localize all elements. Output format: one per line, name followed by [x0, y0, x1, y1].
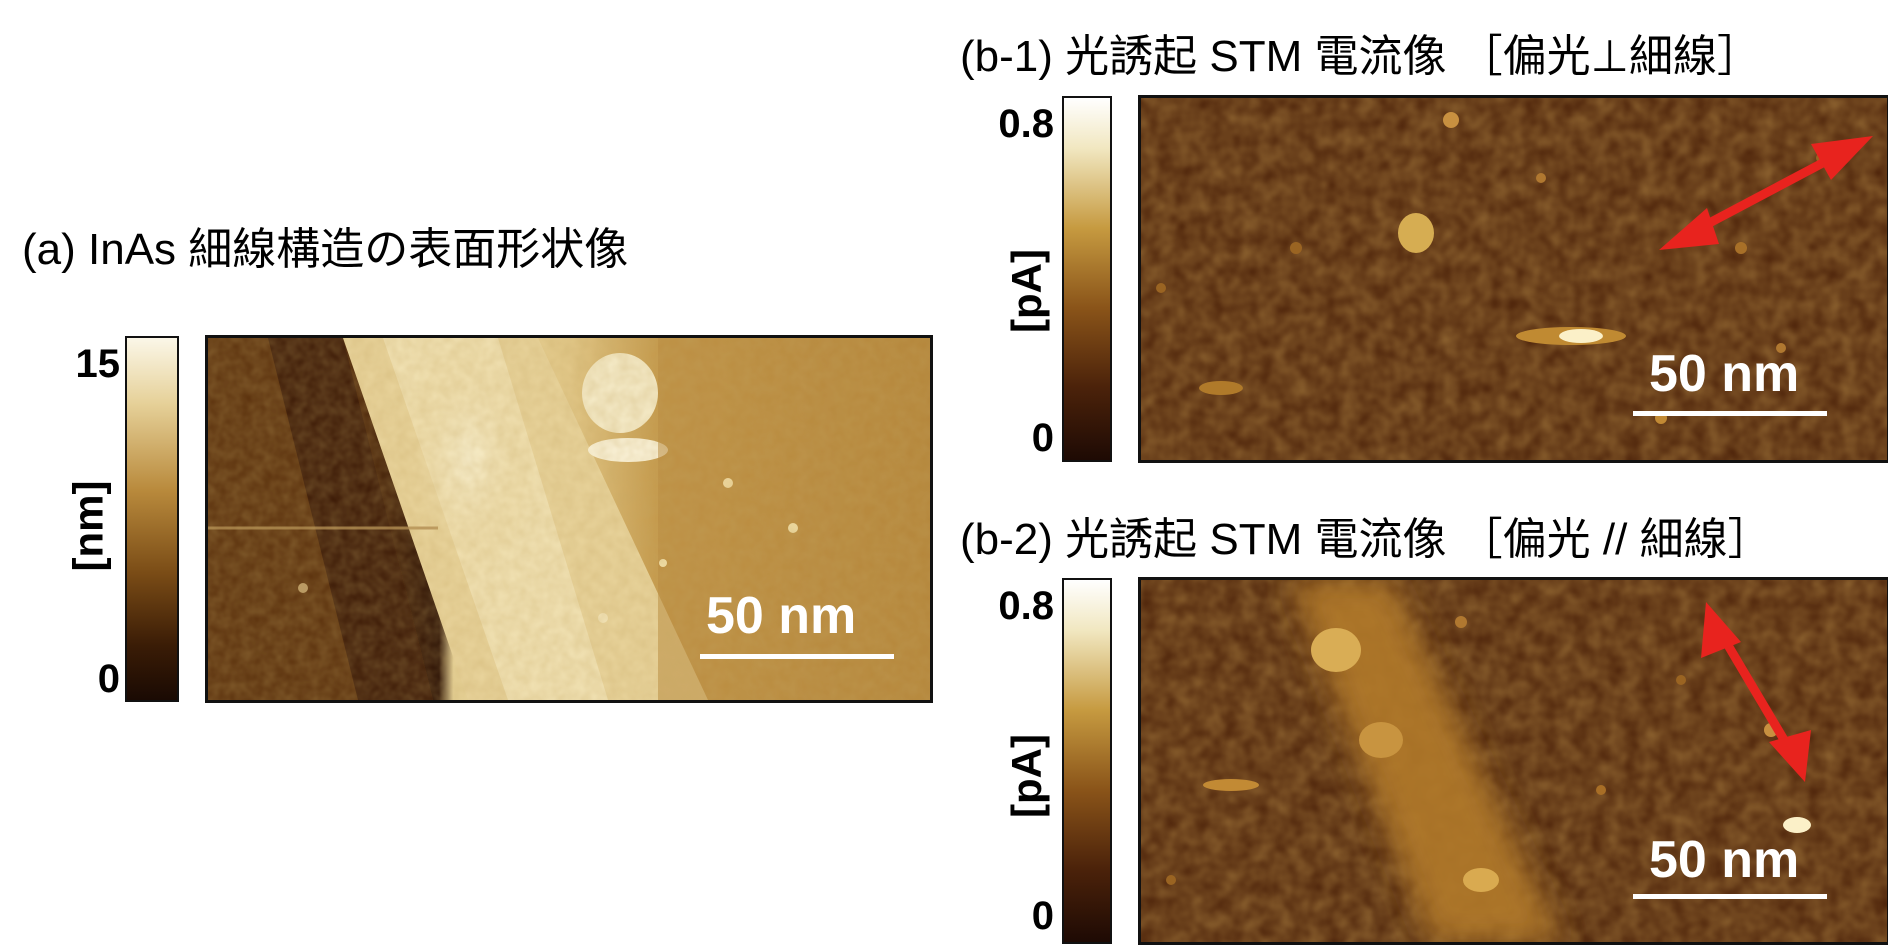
colorbar-b2: [1062, 578, 1112, 944]
colorbar-b1-min-label: 0: [984, 418, 1054, 458]
panel-b1-title: (b-1) 光誘起 STM 電流像 ［偏光⊥細線］: [960, 35, 1761, 79]
scale-bar-b1-line: [1633, 411, 1827, 416]
colorbar-b2-unit: [pA]: [1006, 734, 1048, 818]
scale-bar-b1-label: 50 nm: [1649, 348, 1799, 400]
colorbar-b1-unit: [pA]: [1006, 249, 1048, 333]
colorbar-a: [125, 336, 179, 702]
scale-bar-b2-line: [1633, 894, 1827, 899]
colorbar-a-min-label: 0: [50, 659, 120, 699]
scale-bar-a-line: [700, 654, 894, 659]
colorbar-b1-max-label: 0.8: [984, 104, 1054, 144]
topography-image: 50 nm: [205, 335, 933, 703]
colorbar-b2-min-label: 0: [984, 896, 1054, 936]
colorbar-a-unit: [nm]: [67, 481, 109, 572]
colorbar-a-max-label: 15: [50, 344, 120, 384]
panel-a-title: (a) InAs 細線構造の表面形状像: [22, 228, 628, 272]
scale-bar-a-label: 50 nm: [706, 590, 856, 642]
photocurrent-image-b2: 50 nm: [1138, 577, 1888, 945]
panel-b2-title: (b-2) 光誘起 STM 電流像 ［偏光 // 細線］: [960, 518, 1772, 562]
photocurrent-image-b1: 50 nm: [1138, 95, 1888, 463]
colorbar-b1: [1062, 96, 1112, 462]
scale-bar-b2-label: 50 nm: [1649, 834, 1799, 886]
colorbar-b2-max-label: 0.8: [984, 586, 1054, 626]
